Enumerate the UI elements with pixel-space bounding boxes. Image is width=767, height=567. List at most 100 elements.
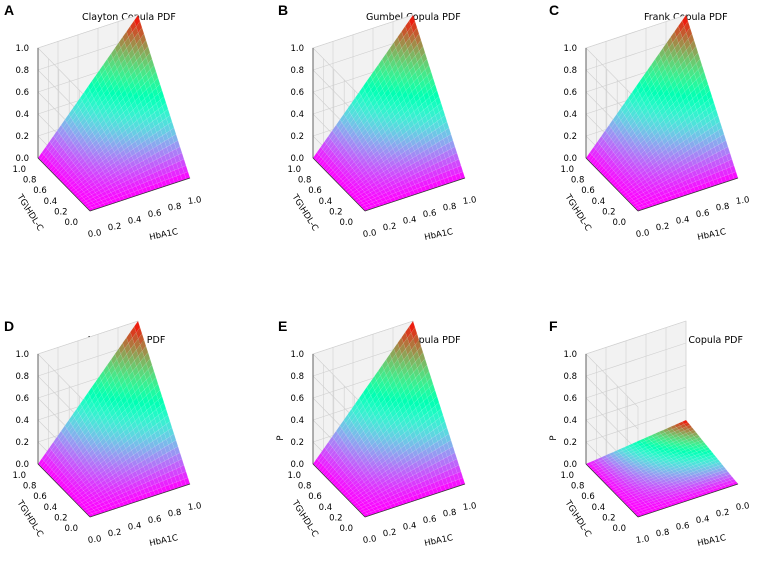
surface-facet: [439, 166, 446, 174]
z-tick-label: 0.2: [290, 132, 304, 142]
surface-facet: [696, 106, 703, 116]
surface-facet: [324, 135, 331, 145]
surface-facet: [69, 153, 76, 161]
surface-facet: [101, 198, 108, 204]
surface-facet: [431, 129, 438, 139]
z-tick-label: 0.8: [563, 372, 577, 382]
surface-facet: [441, 171, 448, 180]
surface-facet: [158, 105, 165, 116]
surface-facet: [383, 158, 390, 166]
surface-facet: [674, 42, 681, 55]
surface-facet: [441, 158, 448, 167]
z-tick-label: 0.8: [563, 66, 577, 76]
panel-letter: A: [4, 2, 14, 18]
surface-facet: [617, 142, 624, 151]
surface-facet: [401, 42, 408, 55]
surface-facet: [90, 146, 97, 155]
surface-facet: [328, 130, 335, 139]
surface-facet: [422, 179, 429, 187]
surface-facet: [682, 32, 689, 45]
surface-facet: [724, 146, 731, 155]
surface-facet: [425, 112, 432, 122]
surface-facet: [138, 44, 145, 56]
surface-facet: [133, 133, 140, 142]
surface-facet: [160, 111, 167, 122]
surface-facet: [419, 137, 427, 146]
surface-facet: [69, 171, 76, 178]
surface-facet: [364, 173, 371, 180]
x-tick-label: 0.4: [695, 514, 710, 526]
surface-facet: [692, 137, 700, 146]
surface-facet: [417, 56, 424, 68]
surface-facet: [405, 20, 412, 33]
x-tick-label: 0.0: [87, 534, 102, 546]
x-tick-label: 0.6: [147, 514, 162, 526]
surface-facet: [686, 107, 693, 118]
surface-facet: [156, 129, 163, 139]
surface-facet: [59, 138, 66, 148]
x-tick-label: 0.4: [402, 215, 417, 227]
surface-facet: [338, 154, 345, 162]
z-tick-label: 0.2: [15, 438, 29, 448]
surface-facet: [65, 157, 72, 165]
z-axis-label: P: [276, 435, 286, 440]
surface-facet: [690, 56, 697, 68]
surface-facet: [624, 133, 631, 142]
surface-facet: [718, 170, 725, 178]
surface-facet: [128, 48, 135, 60]
x-tick-label: 0.8: [442, 508, 457, 520]
surface-facet: [628, 140, 635, 149]
x-tick-label: 1.0: [735, 195, 750, 207]
surface-facet: [413, 44, 420, 56]
surface-facet: [615, 150, 622, 158]
z-tick-label: 0.6: [563, 88, 577, 98]
panel-A: A Clayton Copula PDF0.00.20.40.60.81.00.0…: [4, 2, 202, 243]
surface-facet: [338, 164, 345, 171]
surface-facet: [379, 180, 386, 187]
surface-facet: [143, 181, 150, 188]
surface-facet: [421, 69, 428, 80]
x-tick-label: 0.2: [107, 528, 122, 540]
surface-facet: [688, 50, 695, 62]
x-tick-label: 0.0: [635, 228, 650, 240]
surface-facet: [680, 105, 688, 116]
surface-facet: [170, 142, 177, 151]
surface-facet: [443, 136, 450, 146]
surface-facet: [158, 149, 165, 158]
y-tick-label: 0.8: [571, 482, 585, 492]
x-tick-label: 0.4: [127, 521, 142, 533]
surface-facet: [149, 161, 156, 169]
surface-facet: [704, 99, 711, 110]
y-tick-label: 0.0: [64, 524, 78, 534]
y-tick-label: 1.0: [287, 165, 301, 175]
surface-facet: [429, 137, 436, 147]
surface-facet: [366, 184, 373, 190]
surface-facet: [404, 109, 411, 119]
z-tick-label: 0.4: [563, 110, 577, 120]
surface-facet: [136, 116, 144, 126]
z-tick-label: 0.2: [290, 438, 304, 448]
surface-facet: [690, 132, 698, 141]
surface-facet: [60, 119, 68, 129]
z-tick-label: 0.6: [563, 394, 577, 404]
surface-facet: [424, 161, 431, 169]
surface-facet: [681, 146, 688, 154]
y-tick-label: 0.6: [581, 186, 595, 196]
surface-facet: [335, 119, 343, 129]
surface-facet: [449, 168, 456, 177]
surface-facet: [684, 71, 691, 83]
surface-facet: [112, 166, 119, 173]
surface-facet: [358, 181, 365, 188]
surface-facet: [675, 131, 682, 140]
surface-facet: [445, 142, 452, 151]
surface-facet: [428, 171, 435, 179]
surface-facet: [416, 165, 423, 173]
surface-facet: [414, 160, 421, 168]
z-tick-label: 0.6: [290, 394, 304, 404]
surface-facet: [710, 146, 717, 156]
surface-facet: [439, 152, 446, 161]
surface-facet: [154, 123, 161, 133]
x-tick-label: 0.4: [675, 215, 690, 227]
surface-facet: [118, 177, 125, 184]
